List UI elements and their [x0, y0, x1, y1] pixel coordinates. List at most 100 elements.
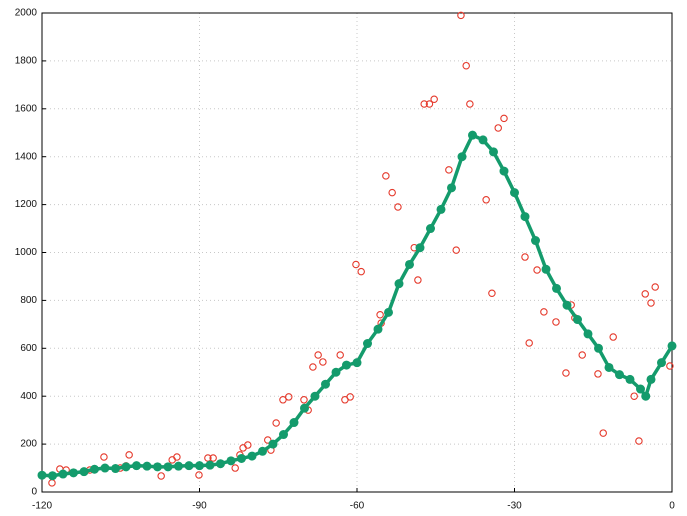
x-tick-label: -30: [507, 501, 522, 512]
series: [37, 130, 677, 481]
data-point: [430, 95, 438, 103]
data-point: [499, 166, 509, 176]
x-tick-label: -60: [350, 501, 365, 512]
data-point: [279, 430, 288, 440]
data-point: [310, 391, 320, 401]
data-point: [609, 333, 617, 341]
data-point: [58, 469, 68, 479]
data-point: [510, 188, 519, 198]
y-tick-label: 1200: [15, 199, 38, 210]
data-point: [394, 203, 402, 211]
data-point: [321, 379, 330, 389]
data-point: [641, 391, 651, 401]
data-point: [462, 61, 470, 70]
data-point: [646, 374, 656, 384]
data-point: [525, 339, 533, 347]
data-point: [394, 279, 404, 289]
data-point: [237, 453, 246, 463]
data-point: [216, 459, 225, 469]
data-point: [641, 290, 649, 298]
plot-background: [42, 13, 672, 492]
data-point: [531, 236, 540, 246]
data-point: [445, 166, 453, 174]
data-point: [604, 362, 614, 372]
data-point: [468, 130, 477, 140]
data-point: [420, 100, 428, 108]
data-point: [666, 362, 674, 370]
data-point: [331, 367, 341, 377]
data-point: [482, 196, 490, 204]
data-point: [594, 370, 602, 378]
data-point: [204, 454, 212, 462]
x-tick-label: -120: [32, 501, 52, 512]
data-point: [309, 363, 317, 371]
data-point: [436, 204, 446, 214]
data-point: [247, 451, 257, 461]
data-point: [625, 374, 635, 384]
data-point: [258, 446, 267, 456]
x-tick-label: 0: [669, 501, 675, 512]
data-point: [388, 188, 396, 197]
data-point: [405, 259, 414, 269]
data-point: [79, 467, 89, 477]
data-point: [540, 308, 548, 316]
data-point: [594, 343, 603, 353]
data-point: [500, 114, 508, 123]
data-point: [488, 289, 496, 297]
data-point: [157, 472, 165, 480]
data-point: [336, 351, 344, 359]
data-point: [541, 264, 551, 274]
data-point: [562, 369, 570, 377]
data-point: [37, 470, 47, 480]
data-point: [466, 100, 474, 108]
data-point: [533, 266, 541, 274]
data-point: [667, 341, 677, 351]
data-point: [272, 419, 280, 427]
data-point: [635, 437, 643, 445]
data-point: [573, 315, 582, 325]
data-point: [578, 351, 586, 359]
data-point: [457, 11, 465, 20]
data-point: [342, 360, 351, 370]
data-point: [452, 246, 460, 254]
y-tick-label: 2000: [15, 8, 38, 19]
data-point: [279, 396, 287, 404]
data-point: [174, 461, 183, 471]
data-point: [205, 460, 215, 470]
data-point: [630, 392, 638, 400]
data-point: [352, 358, 362, 368]
data-point: [69, 468, 78, 478]
data-point: [111, 464, 120, 474]
data-point: [457, 152, 467, 162]
data-point: [226, 456, 236, 466]
data-point: [153, 462, 162, 472]
data-point: [521, 253, 529, 261]
data-point: [657, 358, 666, 368]
data-point: [357, 267, 365, 276]
data-point: [195, 471, 203, 479]
data-point: [231, 464, 239, 472]
data-point: [615, 370, 624, 380]
y-tick-label: 200: [20, 439, 37, 450]
data-point: [552, 283, 561, 293]
data-point: [125, 451, 133, 459]
data-point: [447, 183, 456, 193]
data-point: [268, 439, 278, 449]
y-tick-label: 1800: [15, 56, 38, 67]
data-point: [552, 318, 560, 326]
data-point: [494, 124, 502, 132]
data-point: [142, 461, 152, 471]
data-point: [319, 358, 327, 366]
data-point: [100, 453, 108, 461]
data-point: [263, 436, 272, 444]
data-point: [373, 324, 383, 334]
data-point: [489, 147, 498, 157]
data-point: [300, 403, 309, 413]
data-point: [289, 418, 299, 428]
y-tick-label: 400: [20, 391, 37, 402]
data-point: [48, 471, 57, 481]
data-point: [425, 100, 434, 108]
data-point: [314, 351, 322, 359]
